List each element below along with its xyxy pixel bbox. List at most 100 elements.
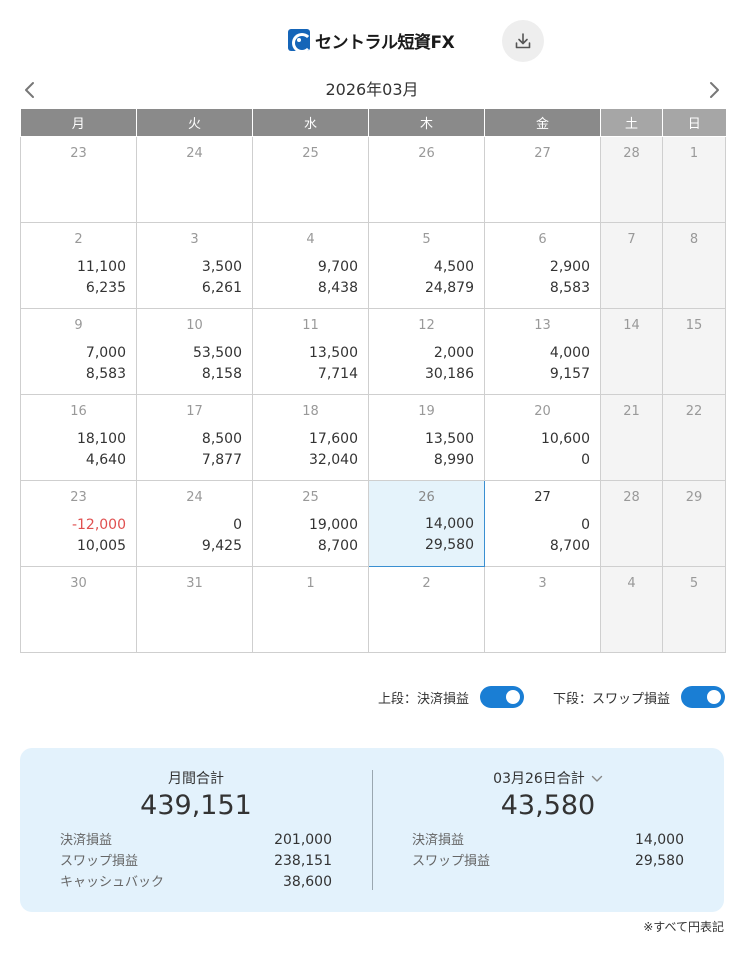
- download-button[interactable]: [502, 20, 544, 62]
- calendar-day-cell[interactable]: 29: [662, 479, 726, 567]
- calendar-day-cell[interactable]: 2 11,100 6,235: [20, 221, 137, 309]
- logo: セントラル短資FX: [288, 27, 455, 53]
- calendar-day-cell[interactable]: 19 13,500 8,990: [368, 393, 485, 481]
- day-number: 2: [422, 575, 431, 591]
- swap-pl-value: 24,879: [425, 279, 474, 296]
- calendar-day-cell[interactable]: 6 2,900 8,583: [484, 221, 601, 309]
- calendar-day-cell[interactable]: 3 3,500 6,261: [136, 221, 253, 309]
- monthly-summary-title: 月間合計: [168, 771, 224, 787]
- calendar-day-cell[interactable]: 12 2,000 30,186: [368, 307, 485, 395]
- calendar-day-cell[interactable]: 27: [484, 135, 601, 223]
- calendar-day-cell[interactable]: 26: [368, 135, 485, 223]
- calendar-day-cell[interactable]: 21: [600, 393, 663, 481]
- pl-calendar: 月 火 水 木 金 土 日 23 24 25 26 27 28 1 2 11,100 6,235 3…: [20, 109, 726, 653]
- calendar-day-cell[interactable]: 8: [662, 221, 726, 309]
- day-number: 25: [302, 145, 319, 161]
- calendar-week: 16 18,100 4,640 17 8,500 7,877 18 17,600 32,040 1…: [20, 393, 726, 481]
- settlement-pl-value: 0: [581, 516, 590, 533]
- calendar-day-cell[interactable]: 23 -12,000 10,005: [20, 479, 137, 567]
- calendar-day-cell[interactable]: 25 19,000 8,700: [252, 479, 369, 567]
- day-number: 10: [186, 317, 203, 333]
- summary-panel: 月間合計 439,151 決済損益 201,000 スワップ損益 238,151…: [20, 748, 724, 912]
- daily-summary-selector[interactable]: 03月26日合計: [372, 768, 724, 788]
- logo-icon: [288, 29, 310, 51]
- summary-row: スワップ損益 238,151: [60, 851, 332, 872]
- chevron-down-icon: [591, 771, 603, 787]
- weekday-sat: 土: [600, 109, 663, 137]
- swap-pl-value: 6,261: [201, 279, 242, 296]
- day-number: 23: [70, 489, 87, 505]
- calendar-day-cell[interactable]: 7: [600, 221, 663, 309]
- calendar-day-cell[interactable]: 20 10,600 0: [484, 393, 601, 481]
- settlement-pl-value: 4,000: [549, 344, 590, 361]
- calendar-day-cell[interactable]: 17 8,500 7,877: [136, 393, 253, 481]
- day-number: 13: [534, 317, 551, 333]
- day-number: 1: [306, 575, 315, 591]
- calendar-day-cell[interactable]: 13 4,000 9,157: [484, 307, 601, 395]
- calendar-day-cell[interactable]: 22: [662, 393, 726, 481]
- swap-pl-value: 8,990: [433, 451, 474, 468]
- calendar-day-cell[interactable]: 30: [20, 565, 137, 653]
- calendar-day-cell[interactable]: 14: [600, 307, 663, 395]
- calendar-day-cell[interactable]: 25: [252, 135, 369, 223]
- daily-summary-title: 03月26日合計: [493, 771, 585, 787]
- download-icon: [515, 33, 531, 49]
- day-number: 8: [689, 231, 699, 247]
- next-month-button[interactable]: [702, 78, 726, 102]
- calendar-day-cell[interactable]: 23: [20, 135, 137, 223]
- summary-row-label: スワップ損益: [60, 854, 139, 869]
- calendar-day-cell[interactable]: 24 0 9,425: [136, 479, 253, 567]
- day-number: 24: [186, 489, 203, 505]
- swap-pl-value: 30,186: [425, 365, 474, 382]
- upper-pl-toggle[interactable]: [480, 686, 525, 708]
- calendar-day-cell[interactable]: 4 9,700 8,438: [252, 221, 369, 309]
- swap-pl-value: 8,700: [317, 537, 358, 554]
- calendar-day-cell[interactable]: 5: [662, 565, 726, 653]
- app-header: セントラル短資FX: [0, 20, 744, 62]
- calendar-day-cell[interactable]: 11 13,500 7,714: [252, 307, 369, 395]
- swap-pl-value: 8,583: [85, 365, 126, 382]
- calendar-day-cell[interactable]: 16 18,100 4,640: [20, 393, 137, 481]
- day-number: 27: [534, 489, 551, 505]
- day-number: 3: [190, 231, 199, 247]
- calendar-day-cell[interactable]: 3: [484, 565, 601, 653]
- day-number: 26: [418, 145, 435, 161]
- summary-row: スワップ損益 29,580: [412, 851, 684, 872]
- lower-swap-toggle[interactable]: [681, 686, 726, 708]
- calendar-day-cell[interactable]: 5 4,500 24,879: [368, 221, 485, 309]
- calendar-day-cell[interactable]: 26 14,000 29,580: [368, 479, 485, 567]
- calendar-day-cell[interactable]: 27 0 8,700: [484, 479, 601, 567]
- day-number: 16: [70, 403, 87, 419]
- swap-pl-value: 32,040: [309, 451, 358, 468]
- calendar-day-cell[interactable]: 9 7,000 8,583: [20, 307, 137, 395]
- monthly-summary: 月間合計 439,151 決済損益 201,000 スワップ損益 238,151…: [20, 748, 372, 912]
- day-number: 28: [623, 489, 640, 505]
- calendar-day-cell[interactable]: 24: [136, 135, 253, 223]
- day-number: 11: [302, 317, 319, 333]
- swap-pl-value: 4,640: [85, 451, 126, 468]
- calendar-day-cell[interactable]: 18 17,600 32,040: [252, 393, 369, 481]
- prev-month-button[interactable]: [18, 78, 42, 102]
- swap-pl-value: 9,157: [549, 365, 590, 382]
- settlement-pl-value: 11,100: [77, 258, 126, 275]
- calendar-day-cell[interactable]: 31: [136, 565, 253, 653]
- summary-row-value: 29,580: [635, 853, 684, 869]
- calendar-day-cell[interactable]: 2: [368, 565, 485, 653]
- summary-row-value: 238,151: [274, 853, 332, 869]
- calendar-day-cell[interactable]: 1: [252, 565, 369, 653]
- currency-footnote: ※すべて円表記: [643, 920, 724, 934]
- calendar-day-cell[interactable]: 28: [600, 135, 663, 223]
- calendar-day-cell[interactable]: 28: [600, 479, 663, 567]
- month-navigation: 2026年03月: [20, 78, 724, 102]
- day-number: 28: [623, 145, 640, 161]
- summary-row-value: 201,000: [274, 832, 332, 848]
- calendar-day-cell[interactable]: 10 53,500 8,158: [136, 307, 253, 395]
- calendar-day-cell[interactable]: 4: [600, 565, 663, 653]
- day-number: 12: [418, 317, 435, 333]
- calendar-day-cell[interactable]: 15: [662, 307, 726, 395]
- settlement-pl-value: 3,500: [201, 258, 242, 275]
- logo-text: セントラル短資FX: [315, 32, 455, 53]
- calendar-week: 9 7,000 8,583 10 53,500 8,158 11 13,500 7,714 12 2…: [20, 307, 726, 395]
- calendar-day-cell[interactable]: 1: [662, 135, 726, 223]
- weekday-header: 月 火 水 木 金 土 日: [20, 109, 726, 137]
